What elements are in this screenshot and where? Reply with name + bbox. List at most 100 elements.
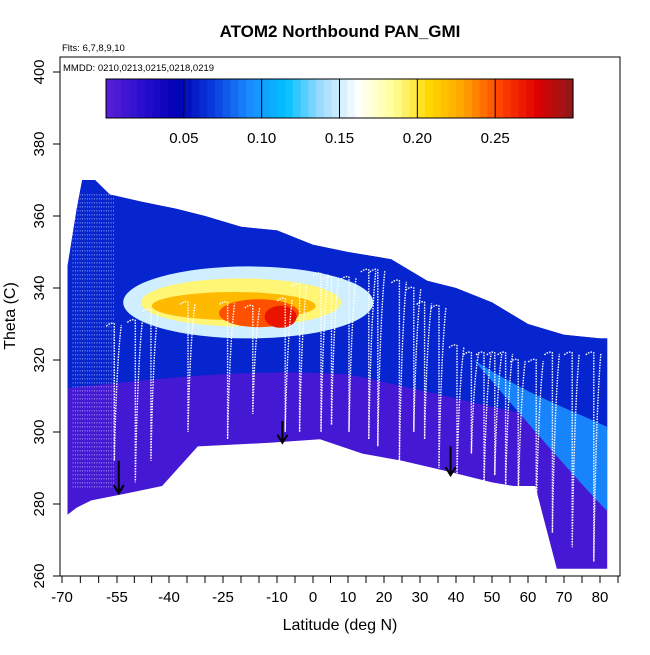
colorbar-segment: [323, 79, 333, 118]
colorbar-segment: [129, 79, 138, 118]
flight-profile: [585, 351, 602, 562]
flight-profile: [563, 351, 580, 548]
colorbar-segment: [440, 79, 450, 118]
colorbar-segment: [456, 79, 465, 118]
chart-title: ATOM2 Northbound PAN_GMI: [220, 22, 461, 41]
colorbar-segment: [417, 79, 426, 118]
colorbar-segment: [230, 79, 239, 118]
colorbar-segment: [487, 79, 496, 118]
colorbar-segment: [137, 79, 146, 118]
flight-profiles: [72, 194, 602, 562]
colorbar-segment: [541, 79, 551, 118]
flight-profile: [360, 268, 377, 440]
descent-arrows: [112, 421, 457, 496]
pan-field: [67, 180, 608, 569]
y-tick-label: 320: [31, 347, 48, 372]
flight-profile: [497, 351, 514, 490]
colorbar-segment: [246, 79, 255, 118]
colorbar-segment: [183, 79, 193, 118]
flight-profile: [543, 351, 561, 533]
colorbar-segment: [207, 79, 216, 118]
pan-tongue: [474, 360, 608, 522]
colorbar-segment: [160, 79, 169, 118]
colorbar-segment: [168, 79, 177, 118]
y-axis: 260 280 300 320 340 360 380 400: [31, 59, 60, 589]
colorbar-segment: [518, 79, 527, 118]
colorbar-segment: [448, 79, 457, 118]
flight-profile: [416, 301, 433, 440]
colorbar-segment: [269, 79, 278, 118]
colorbar-segment: [106, 79, 115, 118]
colorbar-segment: [222, 79, 232, 118]
flight-profile: [291, 283, 308, 433]
colorbar-segment: [370, 79, 380, 118]
colorbar-segment: [339, 79, 348, 118]
descent-arrow-head: [444, 466, 457, 478]
colorbar-segment: [191, 79, 200, 118]
y-tick-label: 360: [31, 203, 48, 228]
flight-profile: [126, 319, 144, 483]
flight-profile: [390, 279, 408, 461]
y-tick-label: 380: [31, 131, 48, 156]
x-tick-label: -40: [158, 589, 180, 606]
x-tick-label: -70: [51, 589, 73, 606]
colorbar-segment: [308, 79, 317, 118]
y-tick-label: 340: [31, 275, 48, 300]
dates-annotation: MMDD: 0210,0213,0215,0218,0219: [63, 63, 214, 74]
colorbar-segment: [277, 79, 286, 118]
x-tick-label: 0: [309, 589, 317, 606]
colorbar-segment: [355, 79, 364, 118]
x-tick-label: 50: [484, 589, 501, 606]
colorbar-segment: [378, 79, 387, 118]
colorbar-segment: [144, 79, 154, 118]
colorbar-segment: [432, 79, 442, 118]
x-tick-label: -25: [212, 589, 234, 606]
flight-profile: [448, 344, 465, 476]
flight-profile: [369, 268, 386, 447]
flight-profile: [276, 297, 293, 433]
x-tick-label: -10: [266, 589, 288, 606]
colorbar-segment: [253, 79, 263, 118]
colorbar-segment: [393, 79, 403, 118]
flight-profile: [323, 275, 340, 425]
colorbar-segment: [471, 79, 481, 118]
colorbar-segment: [479, 79, 488, 118]
colorbar-segment: [549, 79, 559, 118]
colorbar-segment: [300, 79, 309, 118]
flight-profile: [486, 351, 503, 476]
flight-profile: [475, 351, 492, 490]
x-tick-label: 80: [592, 589, 609, 606]
colorbar-segment: [526, 79, 535, 118]
x-axis: -70 -55 -40 -25 -10 0 10 20 30 40 50 60 70 80: [51, 575, 620, 606]
colorbar-tick-label: 0.15: [325, 130, 354, 147]
y-tick-label: 280: [31, 491, 48, 516]
colorbar-segment: [425, 79, 434, 118]
colorbar-tick-label: 0.05: [169, 130, 198, 147]
colorbar-segment: [331, 79, 341, 118]
colorbar-segment: [401, 79, 411, 118]
colorbar-segment: [285, 79, 294, 118]
flight-profile: [179, 301, 196, 433]
x-tick-label: -55: [106, 589, 128, 606]
flight-profile: [430, 304, 447, 469]
pan-max: [264, 305, 297, 328]
colorbar-segment: [495, 79, 504, 118]
colorbar-segment: [347, 79, 356, 118]
colorbar-segment: [152, 79, 162, 118]
y-tick-label: 400: [31, 59, 48, 84]
colorbar-segment: [292, 79, 302, 118]
flight-profile: [509, 358, 526, 505]
y-tick-label: 300: [31, 419, 48, 444]
colorbar-segment: [557, 79, 566, 118]
colorbar-segment: [510, 79, 520, 118]
colorbar-segment: [113, 79, 123, 118]
colorbar-segment: [214, 79, 224, 118]
colorbar-segment: [534, 79, 543, 118]
colorbar: 0.05 0.10 0.15 0.20 0.25: [105, 78, 574, 147]
x-tick-label: 20: [376, 589, 393, 606]
x-tick-label: 70: [556, 589, 573, 606]
colorbar-segment: [409, 79, 418, 118]
colorbar-segment: [261, 79, 271, 118]
